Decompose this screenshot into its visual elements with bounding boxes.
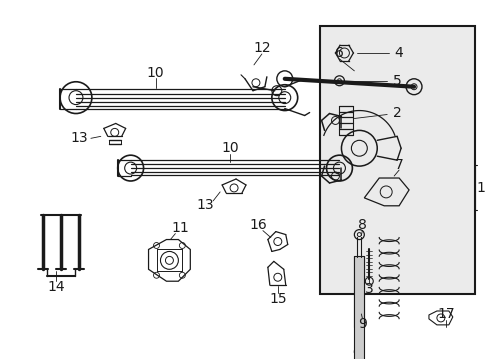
- Text: 4: 4: [394, 46, 403, 60]
- Text: 6: 6: [334, 46, 343, 60]
- Text: 5: 5: [392, 74, 401, 88]
- Text: 16: 16: [248, 218, 266, 231]
- Text: 13: 13: [196, 198, 214, 212]
- Bar: [354, 256, 364, 360]
- Text: 11: 11: [171, 221, 189, 235]
- Text: 12: 12: [253, 41, 270, 55]
- Text: 13: 13: [70, 131, 87, 145]
- Text: 2: 2: [392, 105, 401, 120]
- Text: 10: 10: [146, 66, 164, 80]
- Text: 9: 9: [357, 317, 366, 331]
- Text: 7: 7: [394, 158, 403, 172]
- Text: 3: 3: [364, 282, 373, 296]
- Text: 8: 8: [357, 218, 366, 231]
- Text: 15: 15: [268, 292, 286, 306]
- Text: 17: 17: [436, 307, 454, 321]
- Text: 14: 14: [47, 280, 65, 294]
- Text: 10: 10: [221, 141, 239, 155]
- Text: 1: 1: [475, 181, 484, 195]
- Bar: [319, 26, 474, 294]
